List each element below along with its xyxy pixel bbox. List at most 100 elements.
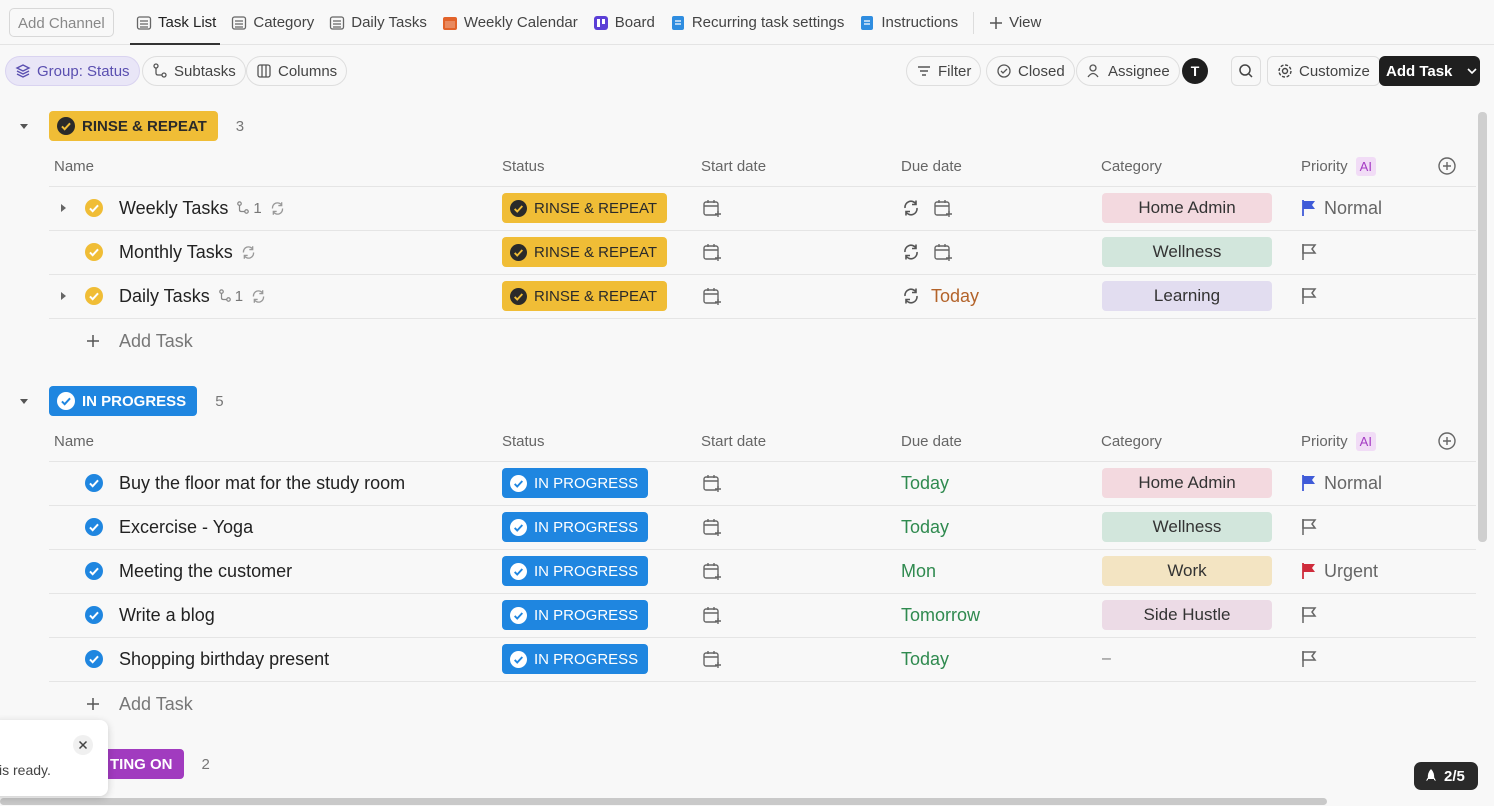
task-title[interactable]: Shopping birthday present — [119, 648, 330, 669]
toast-close[interactable] — [73, 735, 93, 755]
task-check[interactable] — [85, 199, 103, 217]
priority[interactable] — [1300, 285, 1318, 307]
task-status-pill[interactable]: RINSE & REPEAT — [502, 237, 668, 267]
priority[interactable] — [1300, 241, 1318, 263]
priority[interactable]: Urgent — [1300, 560, 1378, 582]
horizontal-scrollbar[interactable] — [0, 798, 1327, 805]
due-date[interactable]: Mon — [901, 560, 937, 581]
view-tab[interactable]: Weekly Calendar — [442, 0, 578, 45]
vertical-scrollbar[interactable] — [1478, 112, 1487, 542]
view-bar: Add Channel Task List Category Daily Tasks… — [0, 0, 1494, 45]
task-title[interactable]: Weekly Tasks — [119, 197, 229, 218]
priority[interactable] — [1300, 604, 1318, 626]
category-pill[interactable]: Work — [1102, 556, 1272, 586]
due-date[interactable]: Today — [931, 285, 980, 306]
add-task-row[interactable]: Add Task — [86, 330, 193, 352]
task-check[interactable] — [85, 606, 103, 624]
expand-toggle[interactable] — [57, 202, 69, 214]
start-date-button[interactable] — [702, 649, 722, 669]
search-button[interactable] — [1231, 56, 1261, 86]
category-pill[interactable]: Home Admin — [1102, 468, 1272, 498]
priority-flag — [1300, 562, 1318, 580]
task-status-pill[interactable]: IN PROGRESS — [502, 600, 649, 630]
subtasks-button[interactable]: Subtasks — [142, 56, 246, 86]
icon-part — [514, 204, 524, 213]
columns-button[interactable]: Columns — [246, 56, 348, 86]
task-status-pill[interactable]: RINSE & REPEAT — [502, 281, 668, 311]
filter-button[interactable]: Filter — [906, 56, 982, 86]
due-date[interactable]: Tomorrow — [901, 604, 981, 625]
start-date-button[interactable] — [702, 517, 722, 537]
collapse-toggle[interactable] — [18, 120, 30, 132]
view-tab[interactable]: Board — [593, 0, 655, 45]
progress-badge[interactable]: 2/5 — [1414, 762, 1478, 790]
icon-part — [253, 289, 264, 303]
view-tab[interactable]: Task List — [129, 0, 221, 45]
view-icon — [231, 15, 247, 31]
start-date-button[interactable] — [702, 286, 722, 306]
due-date[interactable]: Today — [901, 516, 950, 537]
task-title[interactable]: Buy the floor mat for the study room — [119, 472, 406, 493]
task-check[interactable] — [85, 243, 103, 261]
due-date[interactable]: Today — [901, 648, 950, 669]
category-pill[interactable]: Learning — [1102, 281, 1272, 311]
priority[interactable]: Normal — [1300, 197, 1382, 219]
task-check[interactable] — [85, 650, 103, 668]
expand-toggle[interactable] — [57, 290, 69, 302]
add-task-row[interactable]: Add Task — [86, 693, 193, 715]
collapse-toggle[interactable] — [18, 395, 30, 407]
task-title[interactable]: Meeting the customer — [119, 560, 293, 581]
task-title[interactable]: Daily Tasks — [119, 285, 210, 306]
closed-button[interactable]: Closed — [986, 56, 1075, 86]
icon-part — [946, 211, 952, 217]
add-column-button[interactable] — [1437, 431, 1457, 451]
add-view-button[interactable]: View — [989, 0, 1041, 45]
due-date-button[interactable] — [933, 198, 953, 218]
priority[interactable]: Normal — [1300, 472, 1382, 494]
view-tab[interactable]: Recurring task settings — [670, 0, 844, 45]
start-date-button[interactable] — [702, 561, 722, 581]
icon-part — [1426, 769, 1436, 781]
start-date-button[interactable] — [702, 242, 722, 262]
view-tab[interactable]: Daily Tasks — [329, 0, 427, 45]
start-date-button[interactable] — [702, 473, 722, 493]
add-column-button[interactable] — [1437, 156, 1457, 176]
task-check[interactable] — [85, 474, 103, 492]
start-date-button[interactable] — [702, 198, 722, 218]
view-icon — [593, 15, 609, 31]
task-check[interactable] — [85, 562, 103, 580]
icon-part — [934, 244, 952, 261]
category-empty[interactable]: – — [1102, 650, 1111, 667]
task-status-pill[interactable]: RINSE & REPEAT — [502, 193, 668, 223]
category-pill[interactable]: Wellness — [1102, 237, 1272, 267]
add-task-button[interactable]: Add Task — [1379, 56, 1480, 86]
icon-part — [1278, 64, 1292, 78]
category-pill[interactable]: Wellness — [1102, 512, 1272, 542]
priority[interactable] — [1300, 516, 1318, 538]
avatar[interactable]: T — [1182, 58, 1208, 84]
view-tab[interactable]: Category — [231, 0, 314, 45]
due-date-button[interactable] — [933, 242, 953, 262]
view-tab[interactable]: Instructions — [859, 0, 958, 45]
task-check[interactable] — [85, 518, 103, 536]
task-status-pill[interactable]: IN PROGRESS — [502, 644, 649, 674]
priority[interactable] — [1300, 648, 1318, 670]
task-title[interactable]: Excercise - Yoga — [119, 516, 254, 537]
group-button[interactable]: Group: Status — [5, 56, 140, 86]
task-title[interactable]: Write a blog — [119, 604, 215, 625]
task-status-pill[interactable]: IN PROGRESS — [502, 468, 649, 498]
icon-part — [252, 289, 265, 303]
due-date[interactable]: Today — [901, 472, 950, 493]
category-pill[interactable]: Home Admin — [1102, 193, 1272, 223]
add-channel-button[interactable]: Add Channel — [9, 8, 114, 37]
task-status-pill[interactable]: IN PROGRESS — [502, 556, 649, 586]
icon-part — [514, 479, 524, 488]
customize-button[interactable]: Customize — [1267, 56, 1380, 86]
row-divider — [49, 549, 1476, 550]
task-status-pill[interactable]: IN PROGRESS — [502, 512, 649, 542]
category-pill[interactable]: Side Hustle — [1102, 600, 1272, 630]
assignee-button[interactable]: Assignee — [1076, 56, 1180, 86]
task-title[interactable]: Monthly Tasks — [119, 241, 233, 262]
task-check[interactable] — [85, 287, 103, 305]
start-date-button[interactable] — [702, 605, 722, 625]
